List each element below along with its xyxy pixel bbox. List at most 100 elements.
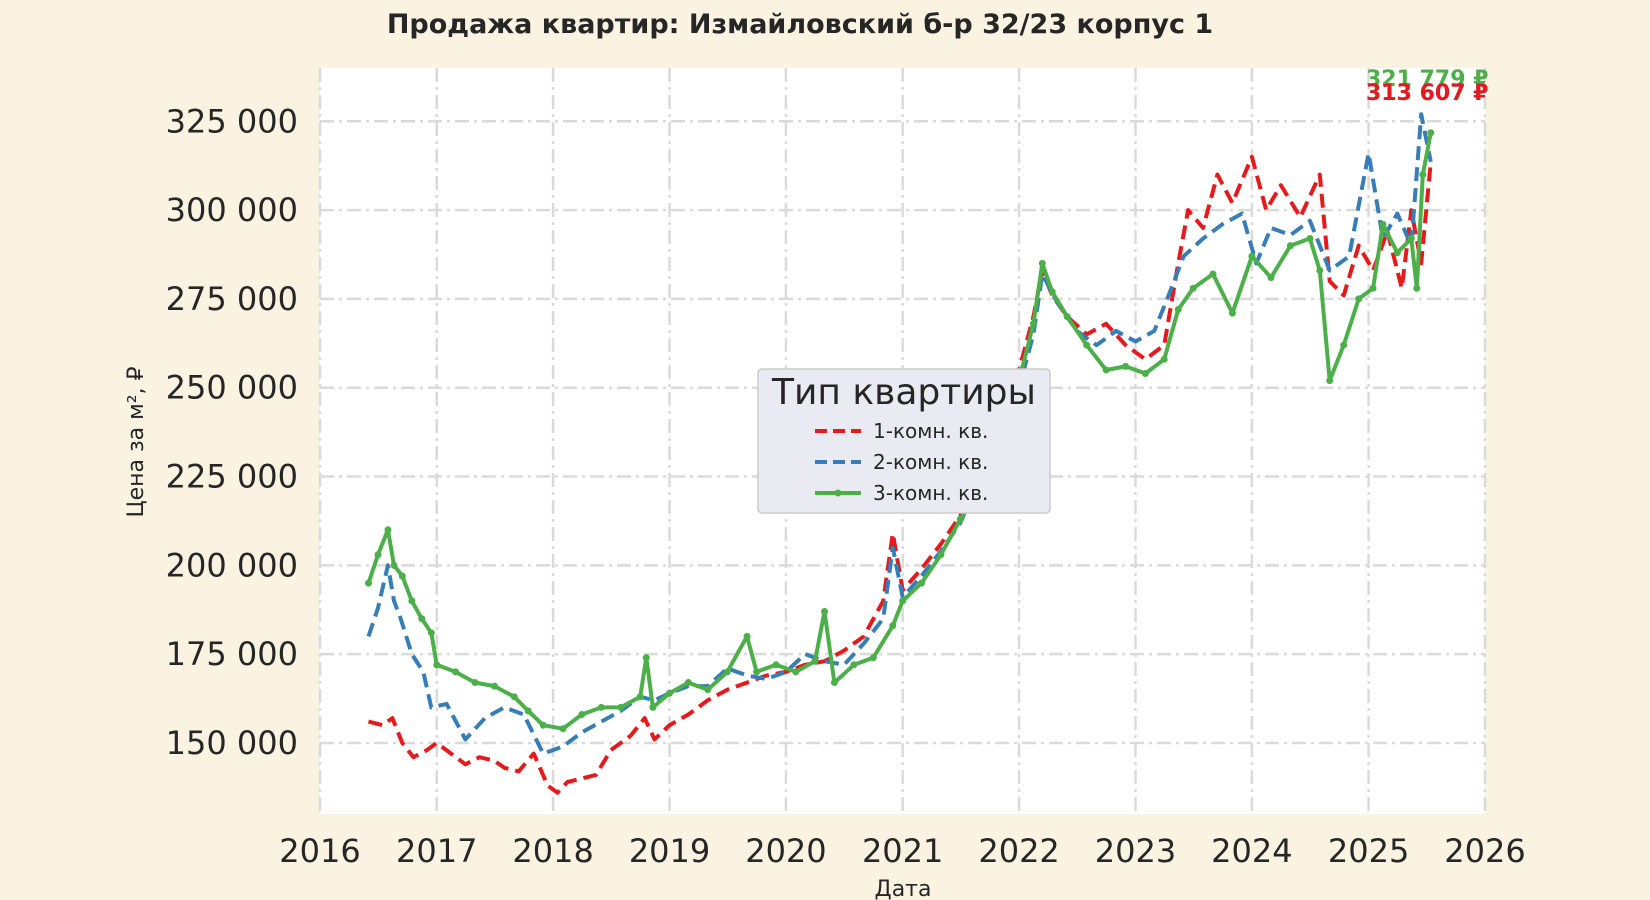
series-point (1063, 313, 1071, 321)
series-point (578, 711, 586, 719)
series-point (636, 693, 644, 701)
series-point (617, 703, 625, 711)
end-value-label: 321 779 ₽ (1366, 67, 1488, 92)
series-point (1048, 288, 1056, 296)
series-point (1160, 355, 1168, 363)
series-point (364, 579, 372, 587)
x-tick-label: 2026 (1444, 832, 1525, 870)
y-tick-label: 275 000 (166, 280, 298, 318)
series-point (490, 682, 498, 690)
series-point (753, 668, 761, 676)
y-tick-label: 150 000 (166, 724, 298, 762)
legend-box (757, 368, 1051, 514)
x-tick-label: 2022 (978, 832, 1059, 870)
end-value-label: 313 607 ₽ (1366, 81, 1488, 106)
series-point (743, 632, 751, 640)
legend-items: 1-комн. кв. 2-комн. кв. 3-комн. кв. (815, 419, 988, 505)
series-layer (364, 112, 1435, 795)
series-point (899, 597, 907, 605)
series-point (559, 725, 567, 733)
series-point (1393, 249, 1401, 257)
series-point (821, 608, 829, 616)
series-point (1228, 309, 1236, 317)
x-tick-label: 2020 (745, 832, 826, 870)
legend-marker (834, 489, 842, 497)
series-point (956, 515, 964, 523)
series-point (384, 526, 392, 534)
series-point (1379, 220, 1387, 228)
series-point (1306, 235, 1314, 243)
series-point (642, 654, 650, 662)
series-point (427, 629, 435, 637)
series-point (418, 615, 426, 623)
series-point (524, 707, 532, 715)
series-point (1355, 295, 1363, 303)
end-labels: 321 779 ₽313 607 ₽313 607 ₽ (1366, 67, 1488, 106)
series-point (830, 679, 838, 687)
series-point (1209, 270, 1217, 278)
series-point (1369, 284, 1377, 292)
series-point (684, 679, 692, 687)
y-axis-ticks: 150 000 175 000 200 000 225 000 250 000 275 0… (166, 102, 298, 762)
series-point (869, 654, 877, 662)
series-point (1286, 242, 1294, 250)
series-point (1083, 341, 1091, 349)
series-point (649, 703, 657, 711)
series-point (1407, 235, 1415, 243)
series-point (374, 551, 382, 559)
y-tick-label: 225 000 (166, 458, 298, 496)
series-point (889, 622, 897, 630)
x-tick-label: 2016 (279, 832, 360, 870)
legend-label: 2-комн. кв. (873, 450, 988, 474)
x-tick-label: 2021 (862, 832, 943, 870)
series-point (937, 551, 945, 559)
series-point (704, 686, 712, 694)
series-point (666, 689, 674, 697)
series-point (1248, 252, 1256, 260)
grid (318, 68, 1487, 814)
y-tick-label: 200 000 (166, 546, 298, 584)
series-point (917, 579, 925, 587)
series-point (408, 597, 416, 605)
series-point (433, 661, 441, 669)
series-point (1174, 306, 1182, 314)
series-point (1267, 274, 1275, 282)
y-tick-label: 325 000 (166, 102, 298, 140)
series-point (1029, 320, 1037, 328)
series-point (1122, 362, 1130, 370)
x-tick-label: 2024 (1211, 832, 1292, 870)
series-point (1427, 129, 1435, 137)
y-tick-label: 175 000 (166, 635, 298, 673)
series-line (366, 112, 1433, 756)
series-point (597, 703, 605, 711)
x-tick-label: 2023 (1095, 832, 1176, 870)
x-tick-label: 2019 (629, 832, 710, 870)
y-tick-label: 300 000 (166, 191, 298, 229)
series-point (1141, 370, 1149, 378)
x-tick-label: 2017 (396, 832, 477, 870)
series-point (539, 721, 547, 729)
legend-label: 3-комн. кв. (873, 481, 988, 505)
series-point (1413, 284, 1421, 292)
series-point (1340, 341, 1348, 349)
series-point (811, 657, 819, 665)
series-point (1189, 284, 1197, 292)
end-value-label: 313 607 ₽ (1366, 81, 1488, 106)
series-point (1038, 259, 1046, 267)
x-axis-label: Дата (875, 877, 932, 900)
series-line (368, 154, 1433, 795)
legend: Тип квартиры 1-комн. кв. 2-комн. кв. 3-ком… (757, 368, 1051, 514)
chart-title: Продажа квартир: Измайловский б-р 32/23 … (387, 9, 1213, 40)
series-point (850, 661, 858, 669)
series-point (452, 668, 460, 676)
series-point (1316, 266, 1324, 274)
legend-label: 1-комн. кв. (873, 419, 988, 443)
series-point (1102, 366, 1110, 374)
series-point (510, 693, 518, 701)
x-tick-label: 2018 (512, 832, 593, 870)
legend-title: Тип квартиры (771, 372, 1036, 413)
series-point (398, 572, 406, 580)
series-point (1326, 377, 1334, 385)
